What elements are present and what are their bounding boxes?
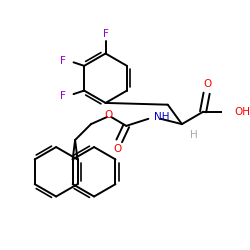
Text: F: F [60,91,66,101]
Text: F: F [60,56,66,66]
Text: O: O [104,110,113,120]
Text: OH: OH [235,107,250,117]
Text: H: H [190,130,198,140]
Text: NH: NH [154,112,169,122]
Text: O: O [204,78,212,88]
Text: F: F [102,29,108,39]
Text: O: O [113,144,122,154]
